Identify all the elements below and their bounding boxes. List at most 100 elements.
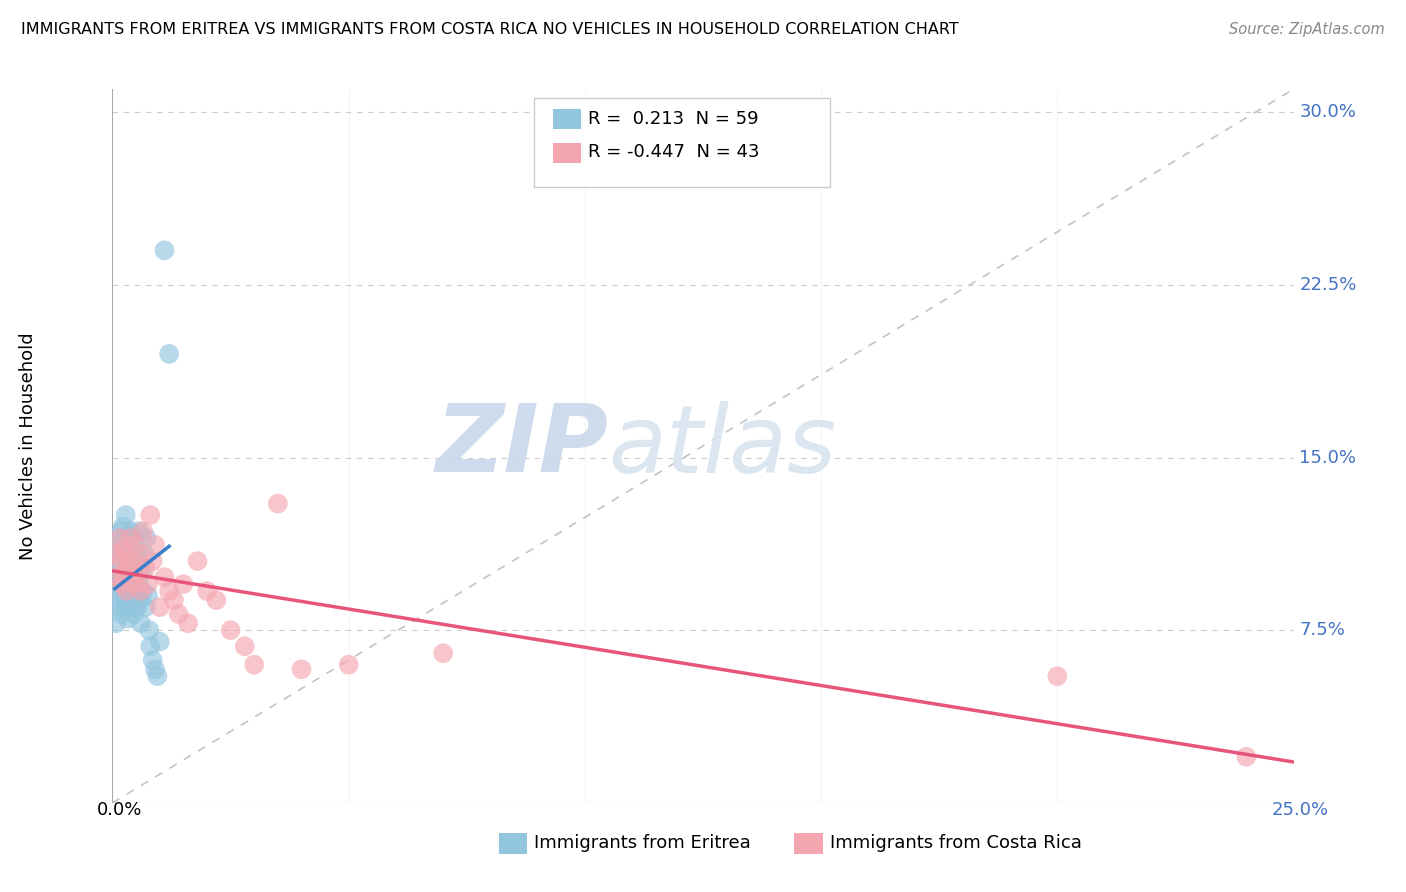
Point bbox=[139, 640, 162, 654]
Point bbox=[132, 584, 155, 599]
Point bbox=[120, 570, 142, 584]
Point bbox=[172, 577, 194, 591]
Point bbox=[124, 570, 146, 584]
Point bbox=[114, 547, 136, 561]
Point bbox=[110, 554, 132, 568]
Point bbox=[205, 593, 228, 607]
Point bbox=[114, 589, 136, 603]
Point bbox=[337, 657, 360, 672]
Point bbox=[149, 634, 172, 648]
Point bbox=[125, 538, 148, 552]
Point bbox=[105, 584, 128, 599]
Point bbox=[111, 584, 134, 599]
Point bbox=[1046, 669, 1069, 683]
Point bbox=[128, 547, 150, 561]
Point bbox=[105, 616, 128, 631]
Point bbox=[108, 577, 131, 591]
Text: 0.0%: 0.0% bbox=[97, 801, 142, 819]
Point bbox=[195, 584, 218, 599]
Text: IMMIGRANTS FROM ERITREA VS IMMIGRANTS FROM COSTA RICA NO VEHICLES IN HOUSEHOLD C: IMMIGRANTS FROM ERITREA VS IMMIGRANTS FR… bbox=[21, 22, 959, 37]
Point bbox=[111, 607, 134, 621]
Point bbox=[143, 662, 166, 676]
Point bbox=[117, 612, 139, 626]
Point bbox=[1234, 749, 1257, 764]
Point bbox=[122, 531, 145, 545]
Point bbox=[142, 653, 165, 667]
Point bbox=[117, 542, 139, 557]
Point bbox=[267, 497, 290, 511]
Point bbox=[110, 554, 132, 568]
Text: 30.0%: 30.0% bbox=[1299, 103, 1357, 121]
Point bbox=[186, 554, 208, 568]
Text: 7.5%: 7.5% bbox=[1299, 621, 1346, 640]
Point bbox=[120, 524, 142, 538]
Point bbox=[112, 566, 135, 580]
Point bbox=[118, 577, 141, 591]
Point bbox=[153, 244, 176, 258]
Point bbox=[136, 589, 159, 603]
Point bbox=[125, 584, 148, 599]
Point bbox=[157, 347, 180, 361]
Point bbox=[142, 554, 165, 568]
Text: No Vehicles in Household: No Vehicles in Household bbox=[20, 332, 37, 560]
Point bbox=[135, 531, 157, 545]
Point bbox=[122, 566, 145, 580]
Point bbox=[129, 584, 152, 599]
Point bbox=[112, 600, 135, 615]
Text: Immigrants from Costa Rica: Immigrants from Costa Rica bbox=[830, 834, 1081, 852]
Point bbox=[129, 616, 152, 631]
Text: 25.0%: 25.0% bbox=[1272, 801, 1329, 819]
Point bbox=[125, 600, 148, 615]
Point bbox=[243, 657, 266, 672]
Point bbox=[143, 538, 166, 552]
Point bbox=[135, 561, 157, 575]
Point bbox=[105, 542, 128, 557]
Point bbox=[118, 561, 141, 575]
Point bbox=[146, 669, 169, 683]
Point bbox=[111, 542, 134, 557]
Text: Source: ZipAtlas.com: Source: ZipAtlas.com bbox=[1229, 22, 1385, 37]
Point bbox=[115, 593, 138, 607]
Point bbox=[120, 531, 142, 545]
Point bbox=[233, 640, 256, 654]
Text: ZIP: ZIP bbox=[436, 400, 609, 492]
Point bbox=[105, 570, 128, 584]
Point bbox=[432, 646, 454, 660]
Point bbox=[122, 607, 145, 621]
Point bbox=[136, 577, 159, 591]
Point bbox=[127, 577, 149, 591]
Point bbox=[124, 577, 146, 591]
Point bbox=[219, 623, 242, 637]
Point bbox=[111, 570, 134, 584]
Point bbox=[112, 566, 135, 580]
Point bbox=[128, 524, 150, 538]
Point bbox=[110, 524, 132, 538]
Point bbox=[115, 584, 138, 599]
Point bbox=[111, 519, 134, 533]
Point bbox=[139, 508, 162, 522]
Point bbox=[125, 547, 148, 561]
Point bbox=[122, 554, 145, 568]
Point bbox=[149, 600, 172, 615]
Point bbox=[121, 593, 143, 607]
Point bbox=[114, 508, 136, 522]
Point bbox=[134, 547, 156, 561]
Point bbox=[104, 566, 127, 580]
Point bbox=[120, 600, 142, 615]
Point bbox=[111, 547, 134, 561]
Point bbox=[117, 584, 139, 599]
Point bbox=[111, 577, 134, 591]
Point bbox=[157, 584, 180, 599]
Point bbox=[120, 547, 142, 561]
Point bbox=[120, 584, 142, 599]
Point bbox=[104, 547, 127, 561]
Point bbox=[138, 623, 160, 637]
Point bbox=[108, 531, 131, 545]
Text: R = -0.447  N = 43: R = -0.447 N = 43 bbox=[588, 143, 759, 161]
Point bbox=[108, 531, 131, 545]
Point bbox=[290, 662, 312, 676]
Point bbox=[115, 566, 138, 580]
Point bbox=[112, 531, 135, 545]
Point bbox=[177, 616, 200, 631]
Text: 15.0%: 15.0% bbox=[1299, 449, 1357, 467]
